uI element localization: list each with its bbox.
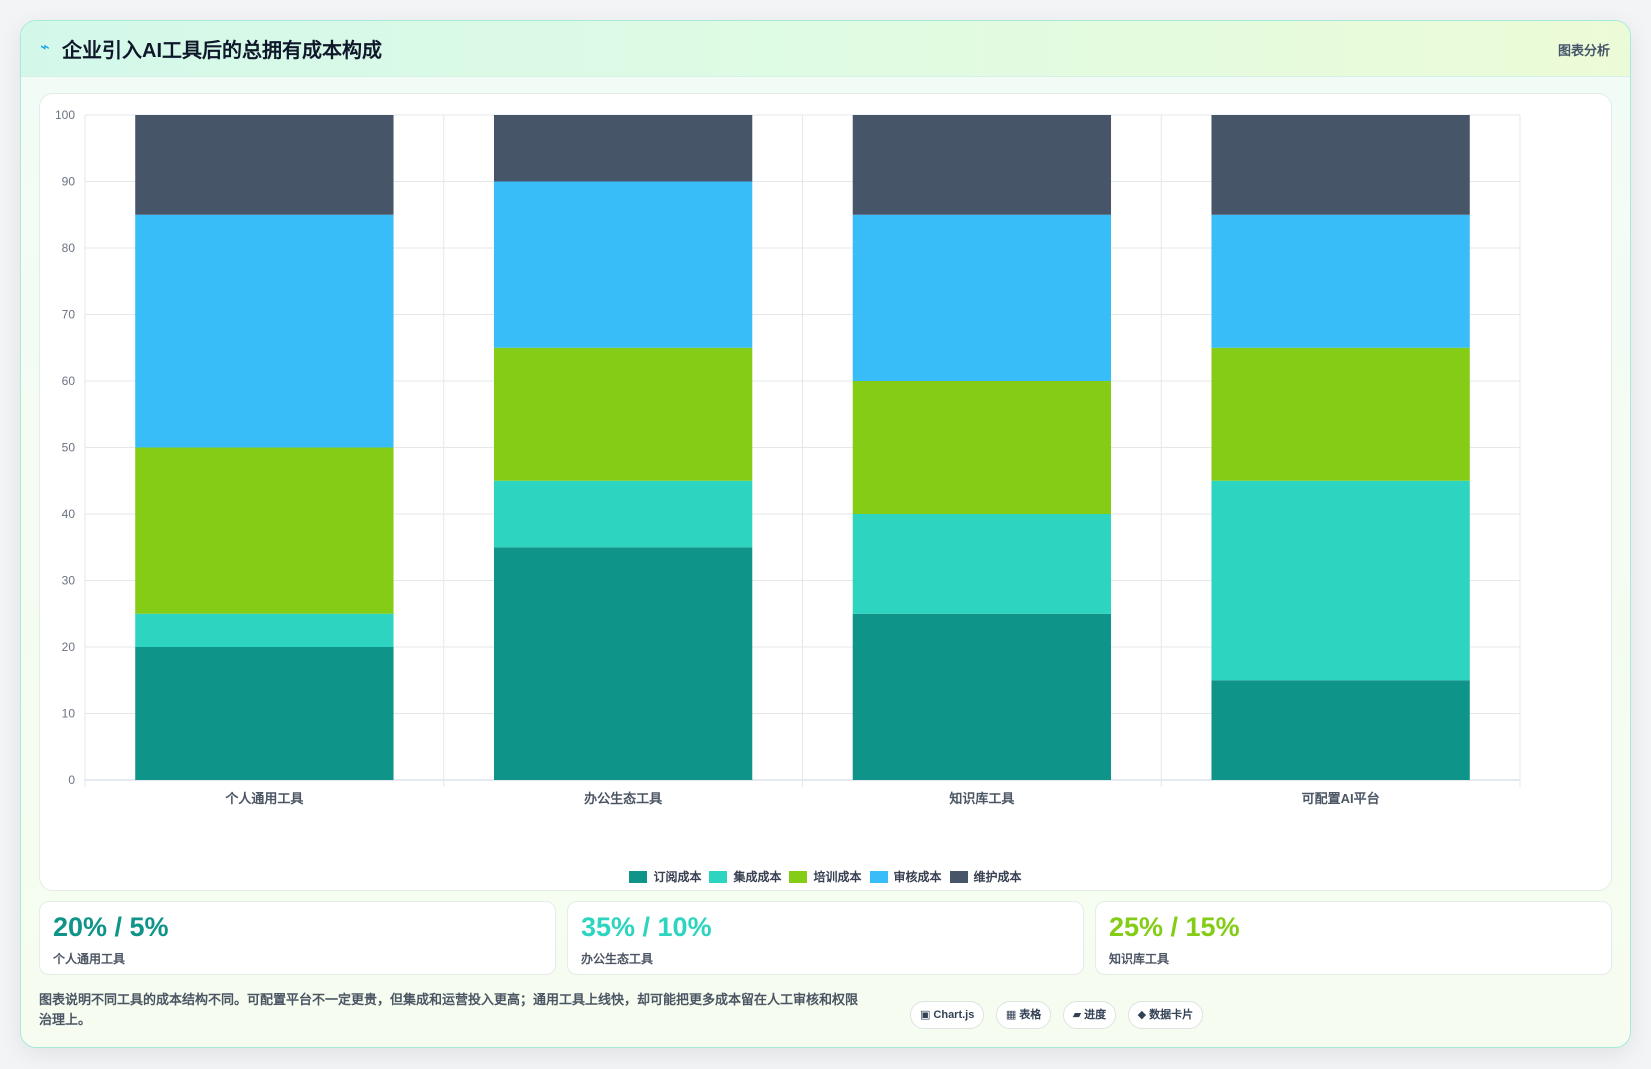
- chart-legend: 订阅成本 集成成本 培训成本 审核成本 维护成本: [40, 868, 1611, 885]
- stat-value: 35% / 10%: [581, 912, 712, 942]
- stat-label: 办公生态工具: [581, 952, 654, 966]
- legend-label: 维护成本: [973, 870, 1022, 884]
- legend-swatch: [949, 871, 968, 883]
- bar-segment: [852, 514, 1112, 614]
- bar-segment: [1211, 214, 1470, 348]
- stat-card: 35% / 10% 办公生态工具: [567, 901, 1084, 975]
- stat-label: 个人通用工具: [53, 952, 126, 966]
- stat-label: 知识库工具: [1109, 952, 1170, 966]
- bar-segment: [852, 115, 1112, 215]
- chip-chartjs[interactable]: ▣ Chart.js: [910, 1001, 985, 1029]
- x-tick-label: 知识库工具: [949, 791, 1014, 806]
- y-tick-label: 80: [62, 241, 76, 255]
- chip-label: 表格: [1019, 1009, 1042, 1021]
- chip-label: 数据卡片: [1149, 1009, 1194, 1021]
- y-tick-label: 10: [62, 707, 76, 721]
- x-tick-label: 个人通用工具: [224, 791, 303, 806]
- legend-item[interactable]: 集成成本: [709, 868, 781, 885]
- x-tick-label: 办公生态工具: [584, 791, 662, 806]
- chart-panel: 0 10 20 30 40 50 60 70 80 90 100 个人通用工具 办公生态工具 知识库工具 可…: [39, 93, 1612, 891]
- y-tick-label: 90: [62, 175, 76, 189]
- chip-label: Chart.js: [933, 1009, 975, 1021]
- bar-segment: [1211, 480, 1470, 681]
- bar-segment: [493, 547, 753, 780]
- legend-swatch: [869, 871, 888, 883]
- chart-icon: ▣: [920, 1009, 931, 1021]
- feature-chips: ▣ Chart.js ▦ 表格 ▰ 进度 ◆ 数据卡片: [910, 1001, 1210, 1029]
- stat-card: 20% / 5% 个人通用工具: [39, 901, 556, 975]
- data-card-icon: ◆: [1137, 1009, 1147, 1021]
- legend-label: 订阅成本: [653, 870, 702, 884]
- bar-segment: [852, 613, 1112, 780]
- bar-segment: [135, 447, 394, 614]
- legend-label: 集成成本: [733, 870, 782, 884]
- progress-icon: ▰: [1072, 1009, 1082, 1021]
- y-tick-label: 30: [62, 574, 76, 588]
- legend-swatch: [709, 871, 728, 883]
- stat-card: 25% / 15% 知识库工具: [1095, 901, 1612, 975]
- bar-segment: [135, 613, 394, 647]
- chart-card: ⌁ 企业引入AI工具后的总拥有成本构成 图表分析 0 10 20 30 40 50 60 70…: [20, 20, 1631, 1048]
- y-tick-label: 50: [62, 441, 76, 455]
- stacked-bar-chart: 0 10 20 30 40 50 60 70 80 90 100 个人通用工具 办公生态工具 知识库工具 可…: [55, 108, 1521, 806]
- legend-item[interactable]: 审核成本: [869, 868, 942, 885]
- legend-item[interactable]: 订阅成本: [629, 868, 701, 885]
- pulse-icon: ⌁: [40, 39, 50, 56]
- bar-segment: [493, 480, 753, 548]
- chip-progress[interactable]: ▰ 进度: [1062, 1001, 1117, 1029]
- chip-data-card[interactable]: ◆ 数据卡片: [1127, 1001, 1204, 1029]
- bar-segment: [852, 214, 1112, 381]
- bar-segment: [135, 115, 394, 215]
- legend-label: 审核成本: [893, 870, 942, 884]
- bar-segment: [135, 647, 394, 780]
- stat-cards: 20% / 5% 个人通用工具 35% / 10% 办公生态工具 25% / 1…: [39, 901, 1612, 975]
- legend-label: 培训成本: [813, 870, 862, 884]
- bar-segment: [493, 181, 753, 348]
- y-tick-label: 60: [62, 374, 76, 388]
- chip-label: 进度: [1084, 1009, 1107, 1021]
- bar-segment: [852, 381, 1112, 514]
- analysis-tag: 图表分析: [1557, 43, 1610, 58]
- legend-swatch: [629, 871, 648, 883]
- y-tick-label: 20: [62, 640, 76, 654]
- legend-item[interactable]: 维护成本: [949, 868, 1022, 885]
- stat-value: 20% / 5%: [53, 912, 169, 942]
- legend-item[interactable]: 培训成本: [789, 868, 862, 885]
- chip-table[interactable]: ▦ 表格: [995, 1001, 1052, 1029]
- chart-description: 图表说明不同工具的成本结构不同。可配置平台不一定更贵，但集成和运营投入更高；通用…: [39, 992, 859, 1027]
- bar-segment: [135, 214, 394, 448]
- table-icon: ▦: [1005, 1009, 1017, 1021]
- y-tick-label: 0: [68, 773, 75, 787]
- bar-segment: [493, 347, 753, 481]
- legend-swatch: [789, 871, 808, 883]
- y-tick-label: 40: [62, 507, 76, 521]
- x-tick-label: 可配置AI平台: [1302, 791, 1380, 806]
- y-tick-label: 100: [55, 108, 75, 122]
- chart-title: 企业引入AI工具后的总拥有成本构成: [62, 40, 382, 62]
- bar-segment: [1211, 347, 1470, 481]
- card-header: ⌁ 企业引入AI工具后的总拥有成本构成 图表分析: [21, 21, 1630, 77]
- bar-segment: [1211, 115, 1470, 215]
- bar-segment: [493, 115, 753, 182]
- stat-value: 25% / 15%: [1109, 912, 1240, 942]
- y-tick-label: 70: [62, 308, 76, 322]
- bar-segment: [1211, 680, 1470, 780]
